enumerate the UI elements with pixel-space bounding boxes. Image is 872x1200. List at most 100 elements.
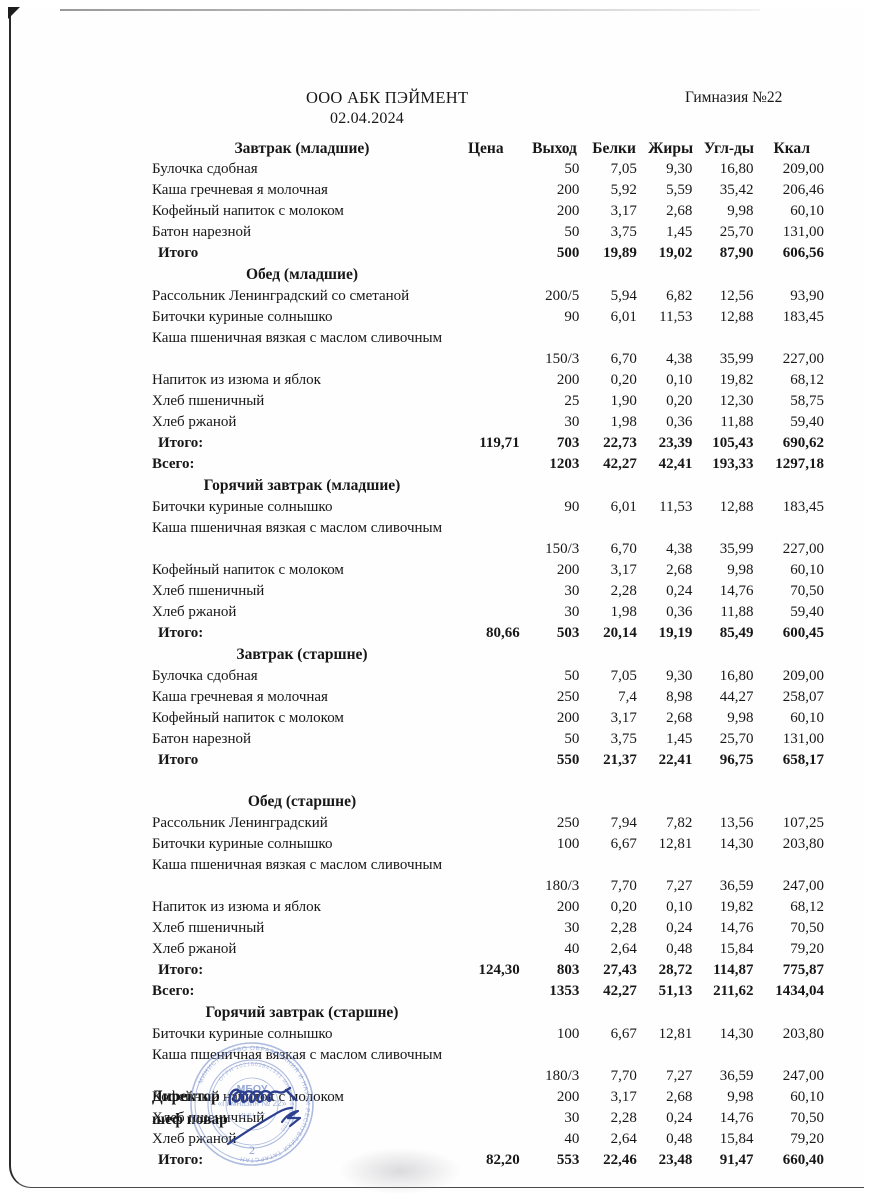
dish-protein (585, 855, 643, 876)
dish-price (452, 412, 524, 433)
subtotal-row: Итого: 80,66 503 20,14 19,19 85,49 600,45 (152, 623, 824, 644)
menu-table: Завтрак (младшие) Цена Выход Белки Жиры Угл-д… (152, 138, 824, 1171)
dish-row: Хлеб ржаной 30 1,98 0,36 11,88 59,40 (152, 602, 824, 623)
dish-carbs (698, 518, 759, 539)
total-protein: 42,27 (603, 456, 637, 472)
dish-output: 180/3 (545, 878, 580, 894)
dish-carbs: 36,59 (719, 1068, 754, 1084)
empty-cell (524, 264, 586, 286)
dish-row: 150/3 6,70 4,38 35,99 227,00 (152, 539, 824, 560)
dish-protein: 3,17 (610, 1089, 637, 1105)
dish-protein: 2,28 (610, 920, 637, 936)
dish-fat: 11,53 (659, 309, 693, 325)
dish-row: Хлеб пшеничный 30 2,28 0,24 14,76 70,50 (152, 581, 824, 602)
dish-carbs: 35,42 (719, 182, 754, 198)
dish-carbs: 19,82 (719, 372, 754, 388)
dish-carbs: 9,98 (727, 562, 754, 578)
dish-carbs: 36,59 (719, 878, 754, 894)
dish-protein: 0,20 (610, 372, 637, 388)
dish-fat: 9,30 (666, 161, 693, 177)
signature-block: Директор шеф повар (152, 1085, 228, 1131)
total-protein: 22,73 (603, 435, 637, 451)
empty-cell (760, 264, 824, 286)
dish-fat: 2,68 (666, 1089, 693, 1105)
dish-kcal: 183,45 (782, 499, 824, 515)
dish-name (152, 539, 452, 560)
column-header-fat: Жиры (648, 140, 694, 157)
dish-row: Биточки куриные солнышко 100 6,67 12,81 14,3… (152, 834, 824, 855)
empty-cell (524, 791, 586, 813)
dish-protein: 3,17 (610, 562, 637, 578)
dish-kcal (760, 518, 824, 539)
dish-output: 30 (564, 920, 580, 936)
empty-cell (760, 791, 824, 813)
dish-fat: 11,53 (659, 499, 693, 515)
total-price (452, 243, 524, 264)
dish-price (452, 1108, 524, 1129)
total-price: 80,66 (485, 625, 520, 641)
dish-name: Хлеб ржаной (152, 941, 237, 957)
dish-name: Булочка сдобная (152, 668, 258, 684)
dish-row: Хлеб пшеничный 25 1,90 0,20 12,30 58,75 (152, 391, 824, 412)
dish-fat: 0,36 (666, 414, 693, 430)
dish-output: 250 (556, 815, 580, 831)
subtotal-row: Итого: 124,30 803 27,43 28,72 114,87 775,87 (152, 960, 824, 981)
dish-name (152, 876, 452, 897)
dish-output: 50 (564, 161, 580, 177)
total-carbs: 105,43 (712, 435, 754, 451)
dish-name: Кофейный напиток с молоком (152, 710, 344, 726)
dish-protein: 3,17 (610, 710, 637, 726)
chef-signature-label: шеф повар (152, 1111, 228, 1128)
dish-carbs (698, 328, 759, 349)
empty-cell (524, 644, 586, 666)
dish-row: Рассольник Ленинградский со сметаной 200/… (152, 286, 824, 307)
total-label: Всего: (152, 983, 195, 999)
dish-name: Каша гречневая я молочная (152, 182, 328, 198)
section-title: Обед (младшие) (245, 266, 358, 283)
section-heading-row: Завтрак (старшне) (152, 644, 824, 666)
dish-fat: 0,48 (666, 1131, 693, 1147)
dish-output: 90 (564, 499, 580, 515)
total-carbs: 114,87 (713, 962, 754, 978)
dish-protein: 7,70 (610, 1068, 637, 1084)
dish-carbs (698, 855, 759, 876)
dish-carbs: 9,98 (727, 203, 754, 219)
section-title: Завтрак (младшие) (234, 140, 370, 157)
dish-row: Биточки куриные солнышко 100 6,67 12,81 14,3… (152, 1024, 824, 1045)
dish-row: Биточки куриные солнышко 90 6,01 11,53 12,88… (152, 497, 824, 518)
total-price: 124,30 (478, 962, 520, 978)
dish-fat: 2,68 (666, 203, 693, 219)
dish-fat: 0,36 (666, 604, 693, 620)
section-heading-row: Обед (младшие) (152, 264, 824, 286)
dish-fat: 2,68 (666, 562, 693, 578)
dish-price (452, 1024, 524, 1045)
dish-row: Рассольник Ленинградский 250 7,94 7,82 13,56… (152, 813, 824, 834)
section-title: Завтрак (старшне) (236, 646, 368, 663)
dish-carbs: 11,88 (720, 414, 754, 430)
dish-output: 50 (564, 731, 580, 747)
subtotal-row: Итого: 119,71 703 22,73 23,39 105,43 690,62 (152, 433, 824, 454)
dish-row: Булочка сдобная 50 7,05 9,30 16,80 209,00 (152, 159, 824, 180)
section-title: Горячий завтрак (старшне) (205, 1004, 399, 1021)
dish-name: Хлеб пшеничный (152, 393, 265, 409)
dish-carbs: 14,76 (719, 583, 754, 599)
total-output: 550 (556, 752, 580, 768)
dish-carbs: 13,56 (719, 815, 754, 831)
dish-name: Биточки куриные солнышко (152, 1026, 333, 1042)
dish-price (452, 834, 524, 855)
subtotal-row: Итого 550 21,37 22,41 96,75 658,17 (152, 750, 824, 771)
dish-row: Каша пшеничная вязкая с маслом сливочным (152, 855, 824, 876)
empty-cell (643, 791, 699, 813)
total-kcal: 600,45 (782, 625, 824, 641)
dish-name: Напиток из изюма и яблок (152, 899, 321, 915)
dish-kcal: 68,12 (790, 372, 824, 388)
total-fat: 19,02 (658, 245, 693, 261)
dish-protein: 1,90 (610, 393, 637, 409)
dish-carbs: 25,70 (719, 731, 754, 747)
director-signature-label: Директор (152, 1088, 220, 1105)
dish-row: Хлеб ржаной 40 2,64 0,48 15,84 79,20 (152, 1129, 824, 1150)
dish-kcal: 131,00 (782, 224, 824, 240)
dish-protein: 0,20 (610, 899, 637, 915)
dish-kcal: 79,20 (790, 941, 824, 957)
empty-cell (585, 264, 643, 286)
